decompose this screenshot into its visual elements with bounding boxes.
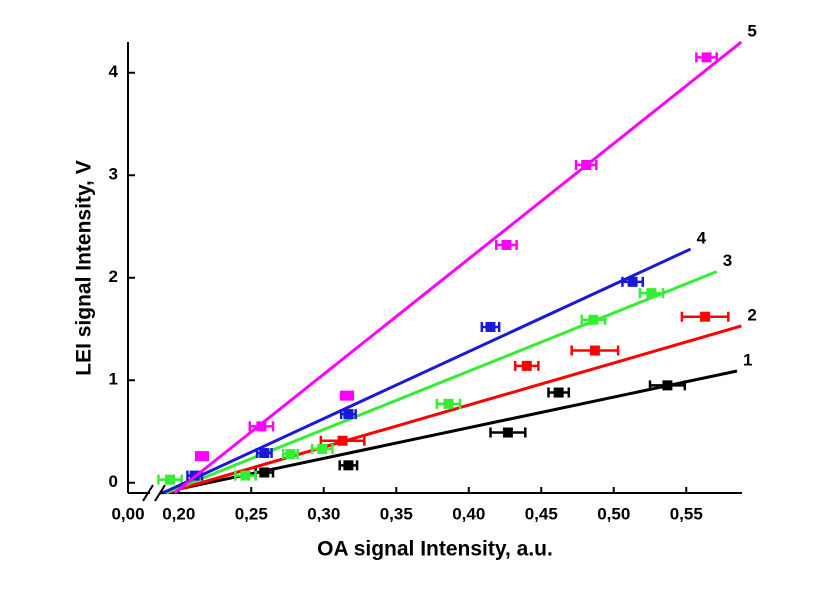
data-point [662,380,673,391]
data-point [343,409,354,420]
data-point [285,449,296,460]
x-tick-label: 0,50 [597,504,630,523]
data-point [485,321,496,332]
y-tick-label: 0 [109,472,118,491]
data-point [501,239,512,250]
data-point [259,448,270,459]
x-axis-label: OA signal Intensity, a.u. [317,538,553,561]
x-tick-label: 0,40 [452,504,485,523]
x-tick-label: 0,00 [111,504,144,523]
data-point [627,276,638,287]
data-point [165,474,176,485]
x-tick-label: 0,55 [670,504,703,523]
data-point [337,435,348,446]
series-label: 5 [747,21,756,40]
data-point [240,470,251,481]
y-tick-label: 1 [109,370,118,389]
x-tick-label: 0,25 [235,504,268,523]
data-point [553,387,564,398]
data-point [196,451,207,462]
y-tick-label: 4 [109,62,119,81]
data-point [256,421,267,432]
data-point [443,398,454,409]
y-tick-label: 3 [109,165,118,184]
series-label: 4 [697,229,707,248]
data-point [588,314,599,325]
fit-line [165,324,742,495]
data-point [259,467,270,478]
data-point [502,427,513,438]
data-point [646,288,657,299]
x-tick-label: 0,20 [162,504,195,523]
data-point [317,443,328,454]
axis-break [142,484,154,502]
fit-line [162,247,692,495]
y-axis-label: LEI signal Intensity, V [73,160,96,376]
data-point [581,160,592,170]
y-tick-label: 2 [109,267,118,286]
x-tick-label: 0,30 [307,504,340,523]
data-point [700,311,711,322]
data-point [343,460,354,471]
series-label: 1 [743,351,752,370]
data-point [589,345,600,356]
x-tick-label: 0,45 [525,504,558,523]
series-label: 3 [723,251,732,270]
series-label: 2 [747,305,756,324]
fit-line [173,40,743,495]
x-tick-label: 0,35 [380,504,413,523]
fit-line [165,270,718,495]
data-point [341,390,352,401]
data-point [521,360,532,371]
data-point [701,52,712,63]
